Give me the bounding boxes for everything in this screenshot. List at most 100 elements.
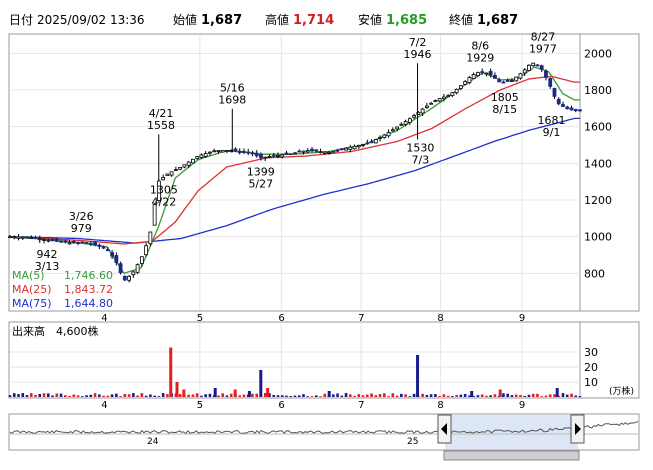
volume-bar (38, 393, 42, 397)
candle-body (569, 107, 574, 111)
annotation-value: 1977 (529, 43, 557, 56)
volume-bar (408, 396, 412, 397)
volume-bar (514, 394, 518, 397)
volume-bar (157, 396, 161, 397)
volume-bar (383, 393, 386, 397)
volume-bar (102, 395, 105, 397)
volume-bar (438, 396, 441, 397)
volume-bar (263, 393, 267, 397)
candle-body (339, 148, 344, 151)
price-x-tick-label: 5 (197, 313, 203, 324)
volume-bar (310, 396, 314, 397)
candle-body (335, 149, 340, 152)
navigator-left-handle[interactable] (437, 414, 452, 444)
candle-body (556, 98, 561, 105)
open-label: 始値 (173, 12, 197, 27)
volume-bar (132, 393, 135, 397)
candle-body (488, 70, 493, 76)
candle-body (114, 255, 119, 264)
candle-body (80, 241, 85, 244)
volume-x-tick-label: 7 (358, 400, 364, 411)
annotation-date: 5/16 (220, 82, 245, 95)
candle-body (199, 154, 204, 158)
close-value: 1,687 (477, 13, 518, 28)
candle-body (501, 81, 506, 84)
candle-body (471, 74, 476, 79)
volume-bar (361, 395, 365, 397)
candle-body (565, 106, 570, 110)
volume-bar (348, 394, 352, 397)
candle-body (148, 231, 153, 245)
candle-body (29, 237, 34, 239)
candle-body (463, 81, 468, 85)
date-value: 2025/09/02 13:36 (37, 13, 145, 27)
volume-bar (302, 394, 305, 397)
candle-body (573, 108, 578, 112)
volume-x-tick-label: 4 (101, 400, 107, 411)
navigator-scrollbar[interactable] (443, 450, 580, 461)
navigator-right-handle[interactable] (570, 414, 585, 444)
volume-bar (510, 395, 514, 397)
annotation-date: 7/3 (412, 154, 430, 167)
volume-y-axis: 10 20 30 (584, 346, 598, 389)
volume-x-axis: 4 5 6 7 8 9 (101, 400, 525, 411)
price-x-tick-label: 6 (278, 313, 284, 324)
candle-body (467, 77, 472, 84)
candle-body (352, 145, 357, 150)
candle-body (259, 154, 263, 159)
volume-bar (319, 396, 322, 397)
candle-body (561, 104, 565, 107)
candle-body (539, 65, 544, 70)
volume-bar (149, 394, 152, 397)
volume-bar (217, 395, 220, 397)
ma5-legend-value: 1,746.60 (64, 269, 113, 282)
volume-bar (251, 393, 254, 397)
volume-bar (119, 396, 122, 397)
price-y-tick-label: 800 (584, 267, 605, 280)
volume-title-value: 4,600株 (56, 324, 99, 338)
volume-bar (127, 394, 131, 397)
annotation-value: 942 (37, 248, 58, 261)
open-value: 1,687 (201, 13, 242, 28)
candle-body (20, 236, 25, 239)
navigator-year-24: 24 (147, 437, 159, 447)
volume-title-label: 出来高 (12, 324, 45, 338)
ma75-legend-label: MA(75) (12, 297, 52, 310)
annotation-date: 8/27 (531, 31, 556, 44)
volume-bar (280, 395, 284, 397)
volume-bar (323, 393, 327, 397)
volume-bar (378, 394, 382, 397)
volume-bar (42, 393, 46, 397)
annotation-value: 1530 (406, 142, 434, 155)
candle-body (365, 142, 370, 145)
candle-body (105, 249, 110, 252)
volume-x-tick-label: 9 (519, 400, 525, 411)
volume-bar (255, 393, 259, 397)
volume-panel (8, 321, 640, 399)
volume-bar (404, 394, 407, 397)
volume-bar (229, 393, 233, 397)
volume-bar (502, 393, 505, 397)
volume-y-tick-label: 30 (584, 346, 598, 359)
price-grid (10, 35, 580, 310)
ma75-line (10, 117, 580, 244)
candle-body (110, 252, 114, 257)
volume-bar (425, 394, 429, 397)
price-x-tick-label: 8 (437, 313, 443, 324)
volume-bar (468, 395, 471, 397)
candle-body (344, 147, 348, 151)
candle-body (33, 236, 38, 239)
annotation-date: 4/21 (149, 107, 174, 120)
candle-body (437, 98, 442, 102)
annotation-date: 9/1 (543, 126, 561, 139)
candle-body (314, 149, 319, 152)
candle-body (424, 105, 429, 108)
candle-body (505, 79, 510, 82)
volume-bar (536, 393, 539, 397)
volume-bar (98, 394, 101, 397)
candle-body (497, 79, 502, 83)
volume-y-tick-label: 10 (584, 376, 598, 389)
volume-bar (34, 395, 37, 397)
